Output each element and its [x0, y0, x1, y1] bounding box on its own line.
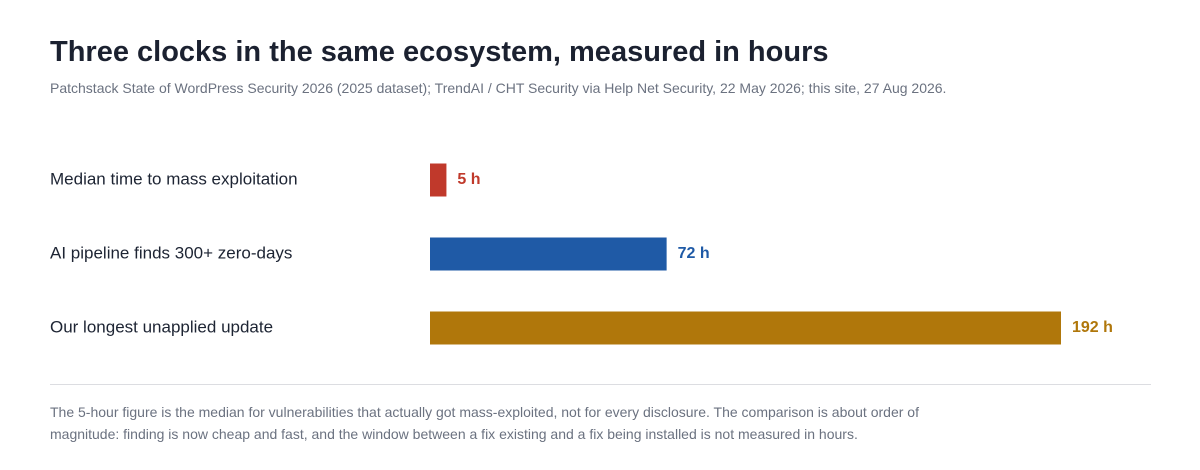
footnote: The 5-hour figure is the median for vuln…: [50, 404, 919, 442]
category-label: Median time to mass exploitation: [50, 169, 298, 188]
divider: [50, 384, 1151, 385]
category-label: AI pipeline finds 300+ zero-days: [50, 243, 292, 262]
value-label: 5 h: [457, 171, 480, 188]
chart-title: Three clocks in the same ecosystem, meas…: [50, 36, 829, 68]
bar: [430, 163, 447, 197]
bar: [430, 237, 667, 271]
bar: [430, 311, 1061, 345]
chart-subtitle: Patchstack State of WordPress Security 2…: [50, 80, 947, 96]
value-label: 192 h: [1072, 319, 1113, 336]
value-label: 72 h: [678, 245, 710, 262]
category-label: Our longest unapplied update: [50, 317, 273, 336]
